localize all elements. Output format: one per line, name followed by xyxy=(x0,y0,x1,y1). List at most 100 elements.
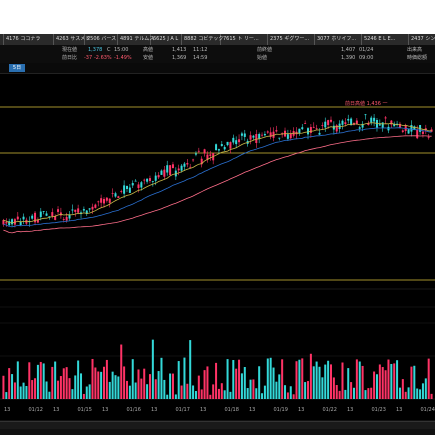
candle-body xyxy=(105,197,108,201)
volume-bar xyxy=(398,387,401,399)
volume-bar xyxy=(301,358,304,399)
volume-bar xyxy=(180,385,183,399)
volume-bar xyxy=(396,360,399,399)
x-tick-label: 01/15 xyxy=(78,407,92,413)
volume-bar xyxy=(54,361,57,399)
volume-bar xyxy=(404,391,407,399)
candle-body xyxy=(134,180,137,182)
volume-bar xyxy=(88,384,91,399)
candle-body xyxy=(128,187,131,193)
volume-bar xyxy=(131,359,134,399)
current-price-flag: C xyxy=(107,47,111,53)
candle-body xyxy=(321,125,324,126)
candle-body xyxy=(341,120,344,125)
candle-body xyxy=(229,142,232,149)
volume-bar xyxy=(71,389,74,399)
current-price-time: 15:00 xyxy=(114,47,129,53)
candle-body xyxy=(217,149,220,151)
tab-stock[interactable]: 7615 ト リー... xyxy=(221,34,268,45)
volume-bar xyxy=(91,358,94,399)
period-button-5d[interactable]: 5日 xyxy=(9,64,25,72)
volume-bar xyxy=(140,378,143,399)
volume-bar xyxy=(197,375,200,399)
volume-bar xyxy=(238,359,241,399)
candle-body xyxy=(252,135,255,138)
x-tick-label: 01/23 xyxy=(372,407,386,413)
candle-body xyxy=(421,131,424,134)
candle-body xyxy=(65,216,68,221)
title-bar xyxy=(0,0,435,34)
candle-body xyxy=(238,139,241,143)
tab-stock[interactable]: 2437 シンワワ... xyxy=(409,34,435,45)
volume-bar xyxy=(413,365,416,399)
volume-bar xyxy=(163,379,166,399)
moving-average-line xyxy=(3,122,432,224)
candle-body xyxy=(54,216,57,220)
tab-stock[interactable]: 4263 サスメド xyxy=(54,34,90,45)
volume-bar xyxy=(355,359,358,399)
tab-stock[interactable]: 6625 J A L xyxy=(151,34,182,45)
volume-bar xyxy=(209,394,212,399)
candle-body xyxy=(108,198,111,203)
x-tick-label: 01/24 xyxy=(421,407,435,413)
candle-body xyxy=(401,130,404,132)
candle-body xyxy=(381,122,384,128)
volume-bar xyxy=(45,381,48,399)
volume-bar xyxy=(174,394,177,399)
candle-body xyxy=(263,133,266,136)
tab-stock[interactable]: 2375 ギグワー... xyxy=(268,34,315,45)
volume-bar xyxy=(358,361,361,399)
candle-body xyxy=(5,222,8,224)
volume-bar xyxy=(329,364,333,399)
volume-bar xyxy=(8,368,11,399)
x-tick-label: 13 xyxy=(347,407,353,413)
tab-stock[interactable]: 2506 バース xyxy=(85,34,118,45)
x-tick-label: 01/17 xyxy=(176,407,190,413)
volume-bar xyxy=(220,383,223,399)
candle-body xyxy=(301,127,304,130)
tab-stock[interactable]: 3077 ホリイフ... xyxy=(315,34,362,45)
x-tick-label: 13 xyxy=(396,407,402,413)
tab-stock[interactable]: 4891 テルムス xyxy=(118,34,154,45)
volume-bar xyxy=(266,358,269,399)
tab-stock[interactable]: 8882 コビテック xyxy=(182,34,223,45)
volume-bar xyxy=(284,385,287,399)
volume-bar xyxy=(102,366,106,399)
candle-body xyxy=(384,117,387,119)
candle-body xyxy=(347,118,350,121)
volume-bar xyxy=(74,375,77,399)
chart-scrollbar[interactable] xyxy=(0,421,435,429)
tab-stock[interactable]: 4176 ココナラ xyxy=(4,34,54,45)
volume-bar xyxy=(246,388,249,399)
candle-body xyxy=(42,211,45,212)
candle-body xyxy=(304,123,307,124)
volume-bar xyxy=(249,379,252,399)
x-tick-label: 01/19 xyxy=(274,407,288,413)
volume-bar xyxy=(298,359,301,399)
change-value: -37 xyxy=(84,55,93,61)
candle-body xyxy=(125,185,128,189)
volume-bar xyxy=(25,386,28,399)
price-chart[interactable]: 前日高値 1,436 一 13 01/12 13 01/15 13 01/16 13 01/1… xyxy=(0,74,435,420)
tab-stock[interactable]: 5246 E L E... xyxy=(362,34,409,45)
volume-bar xyxy=(117,376,120,399)
candle-body xyxy=(407,129,410,134)
change-label: 前日比 xyxy=(62,55,78,61)
volume-bar xyxy=(143,368,146,399)
volume-bar xyxy=(332,377,335,399)
volume-bar xyxy=(416,388,419,399)
candle-body xyxy=(370,117,373,123)
x-tick-label: 13 xyxy=(151,407,157,413)
volume-bar xyxy=(263,385,266,399)
candle-body xyxy=(157,175,160,178)
moving-average-line xyxy=(3,127,432,228)
volume-bar xyxy=(427,358,430,399)
volume-label: 出来高 xyxy=(407,47,423,53)
volume-bar xyxy=(194,391,197,399)
candle-body xyxy=(114,193,117,197)
volume-bar xyxy=(125,380,128,399)
volume-bar xyxy=(347,368,350,399)
candle-body xyxy=(275,130,278,132)
volume-bar xyxy=(36,364,39,399)
volume-bar xyxy=(275,381,278,399)
